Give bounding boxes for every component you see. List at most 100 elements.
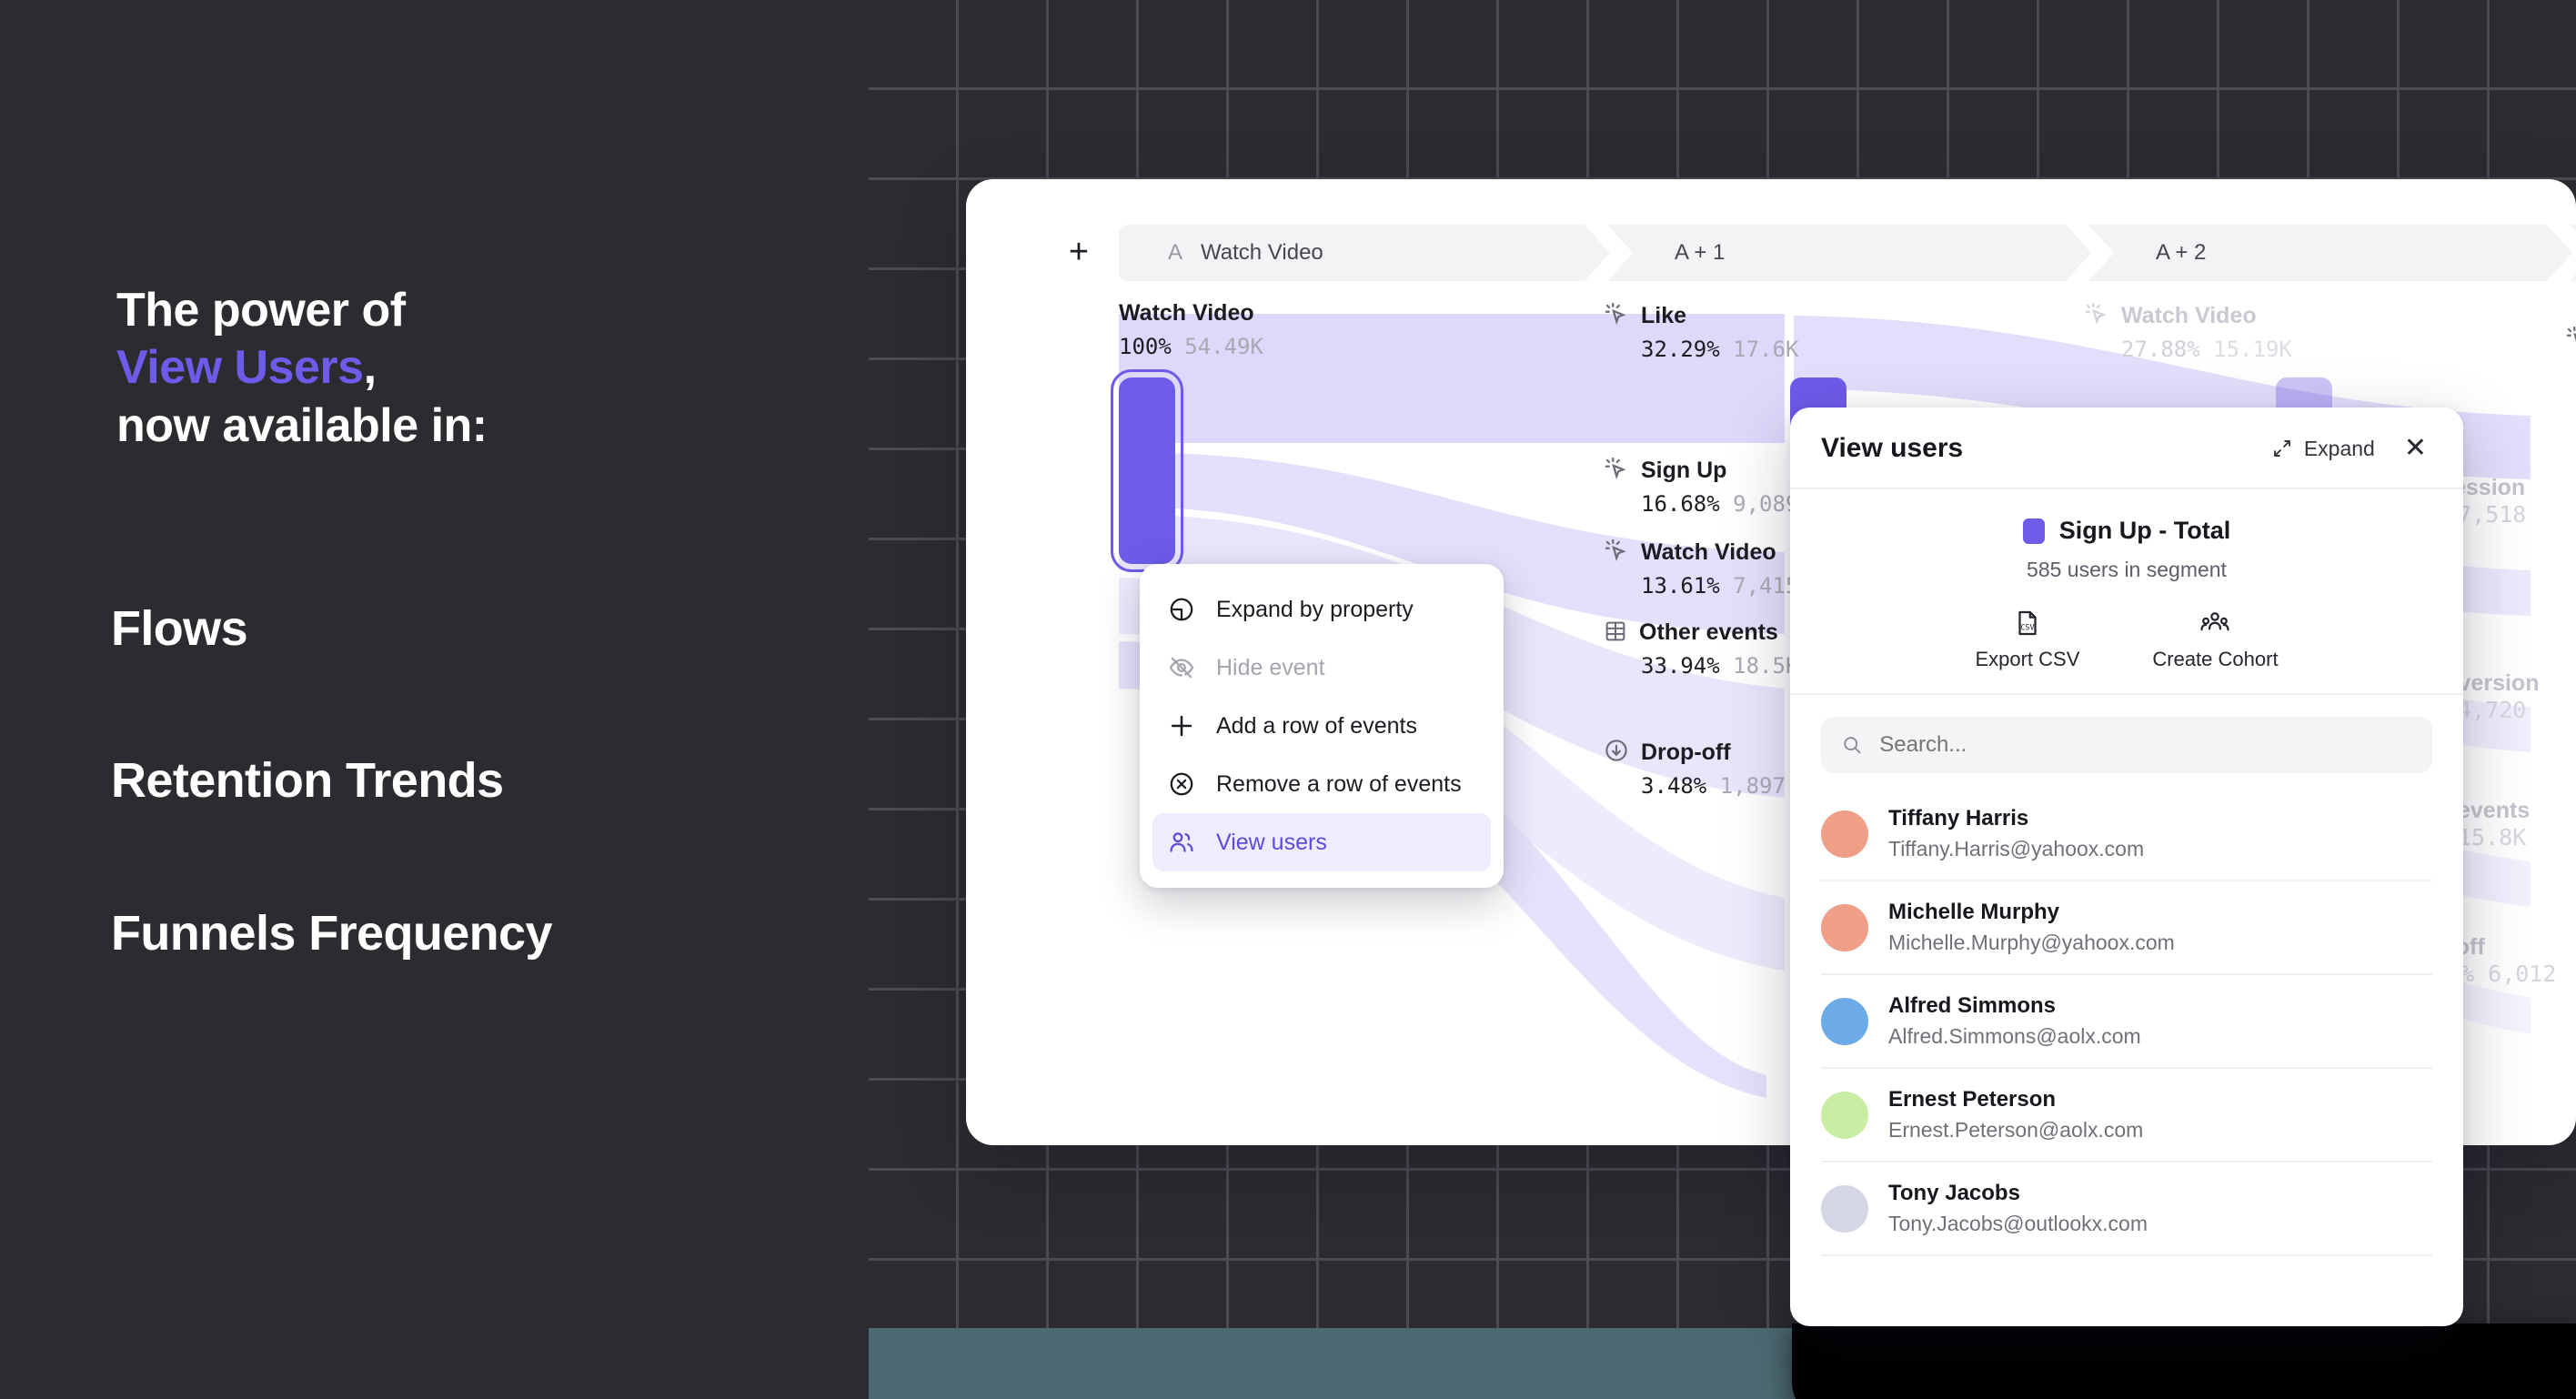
user-email: Tiffany.Harris@yahoox.com [1888,837,2145,861]
remove-circle-icon [1170,772,1193,796]
avatar [1821,810,1868,858]
user-list-item[interactable]: Alfred Simmons Alfred.Simmons@aolx.com [1821,975,2432,1069]
segment-color-swatch [2022,518,2045,544]
column-percent: 32.29% [1641,337,1720,362]
menu-item-label: View users [1216,829,1327,855]
user-name: Tiffany Harris [1888,806,2029,830]
funnel-step-1[interactable]: A + 1 [1607,225,2091,281]
export-csv-button[interactable]: CSV Export CSV [1975,608,2079,671]
menu-item-hide-event[interactable]: Hide event [1152,639,1491,697]
feature-funnels-frequency: Funnels Frequency [111,906,553,961]
menu-item-label: Hide event [1216,654,1325,680]
node-name: Other events [1639,619,1778,645]
create-cohort-button[interactable]: Create Cohort [2152,608,2279,671]
cursor-click-icon [1605,538,1626,562]
funnel-step-0[interactable]: A Watch Video [1119,225,1610,281]
user-email: Ernest.Peterson@aolx.com [1888,1118,2144,1142]
node-count: 9,089 [1733,491,1799,517]
node-name: Drop-off [1641,740,1731,765]
feature-retention-trends: Retention Trends [111,753,504,808]
user-list-item[interactable]: Michelle Murphy Michelle.Murphy@yahoox.c… [1821,881,2432,975]
funnel-node-drop-off[interactable]: Drop-off 3.48% 1,897 [1603,737,1786,799]
occluded-stat: 15.8K [2458,824,2527,850]
feature-flows: Flows [111,601,248,656]
user-list-item[interactable]: Tiffany Harris Tiffany.Harris@yahoox.com [1821,788,2432,881]
user-list: Tiffany Harris Tiffany.Harris@yahoox.com… [1790,788,2463,1256]
hero-panel: The power of View Users, now available i… [0,0,869,1399]
funnel-column-1[interactable]: Like 32.29% 17.6K [1603,300,1798,362]
column-name: Watch Video [1119,300,1254,326]
user-email: Michelle.Murphy@yahoox.com [1888,931,2175,954]
funnel-column-3[interactable]: Watch Video 37.51% 20.44K [2564,300,2576,411]
hero-line-3: now available in: [116,398,488,452]
user-email: Alfred.Simmons@aolx.com [1888,1024,2141,1048]
view-users-panel: View users Expand ✕ Sign Up - Total 585 … [1790,408,2463,1326]
menu-item-view-users[interactable]: View users [1152,813,1491,871]
menu-item-remove-row-of-events[interactable]: Remove a row of events [1152,755,1491,813]
occluded-name: events [2458,798,2531,823]
user-list-item[interactable]: Ernest Peterson Ernest.Peterson@aolx.com [1821,1069,2432,1162]
user-name: Alfred Simmons [1888,993,2057,1018]
hero-line-2: View Users, [116,339,488,397]
view-users-header: View users Expand ✕ [1790,408,2463,489]
avatar [1821,1091,1868,1139]
node-count: 1,897 [1719,773,1786,799]
node-name: Sign Up [1641,458,1727,483]
node-percent: 16.68% [1641,491,1720,517]
funnel-steps-row: + A Watch Video A + 1 A + 2 A + 3 [966,225,2576,281]
column-percent: 27.88% [2121,337,2200,362]
menu-item-label: Remove a row of events [1216,770,1462,797]
node-percent: 33.94% [1641,653,1720,679]
column-count: 17.6K [1733,337,1799,362]
close-icon[interactable]: ✕ [2403,433,2427,463]
menu-item-label: Add a row of events [1216,712,1417,739]
avatar [1821,997,1868,1045]
avatar [1821,1184,1868,1233]
search-icon [1844,737,1861,754]
create-cohort-label: Create Cohort [2152,648,2279,670]
menu-item-add-row-of-events[interactable]: Add a row of events [1152,697,1491,755]
user-list-item[interactable]: Tony Jacobs Tony.Jacobs@outlookx.com [1821,1162,2432,1256]
hero-accent-suffix: , [363,341,377,395]
search-input[interactable] [1879,732,2412,758]
occluded-label-3: roff 3% 6,012 [2447,934,2556,987]
cursor-click-icon [2085,302,2107,326]
node-percent: 3.48% [1641,773,1707,799]
arrow-down-circle-icon [1605,740,1627,761]
column-count: 15.19K [2213,337,2292,362]
user-name: Ernest Peterson [1888,1087,2057,1112]
hero-line-1: The power of [116,284,406,337]
segment-name: Sign Up - Total [2058,517,2231,544]
cursor-click-icon [1605,457,1626,480]
people-group-icon [2200,612,2230,631]
search-box[interactable] [1821,717,2432,773]
hero-headline: The power of View Users, now available i… [116,282,488,455]
add-step-button[interactable]: + [1068,233,1090,271]
node-count: 7,415 [1733,573,1799,599]
menu-item-expand-by-property[interactable]: Expand by property [1152,580,1491,639]
cursor-click-icon [2566,326,2576,342]
step-letter: A [1168,240,1183,265]
occluded-stat: 3% 6,012 [2447,961,2557,987]
funnel-column-0[interactable]: Watch Video 100% 54.49K [1119,300,1263,359]
menu-item-label: Expand by property [1216,596,1414,622]
user-name: Tony Jacobs [1888,1181,2020,1205]
funnel-step-2[interactable]: A + 2 [2088,225,2572,281]
svg-text:CSV: CSV [2020,624,2034,633]
users-icon [1170,832,1193,852]
expand-property-icon [1170,598,1193,621]
funnel-node-watch-video[interactable]: Watch Video 13.61% 7,415 [1603,537,1798,599]
user-email: Tony.Jacobs@outlookx.com [1888,1212,2148,1235]
column-name: Like [1641,303,1687,328]
avatar [1821,903,1868,951]
funnel-bar-watch-video-selected[interactable] [1111,369,1183,572]
funnel-node-sign-up[interactable]: Sign Up 16.68% 9,089 [1603,455,1798,517]
funnel-column-2[interactable]: Watch Video 27.88% 15.19K [2083,300,2292,362]
expand-label: Expand [2303,436,2375,460]
column-count: 54.49K [1184,334,1263,359]
export-csv-label: Export CSV [1975,648,2080,670]
expand-button[interactable]: Expand [2271,437,2375,461]
search-container [1790,695,2463,788]
funnel-node-other-events[interactable]: Other events 33.94% 18.5K [1603,619,1798,679]
